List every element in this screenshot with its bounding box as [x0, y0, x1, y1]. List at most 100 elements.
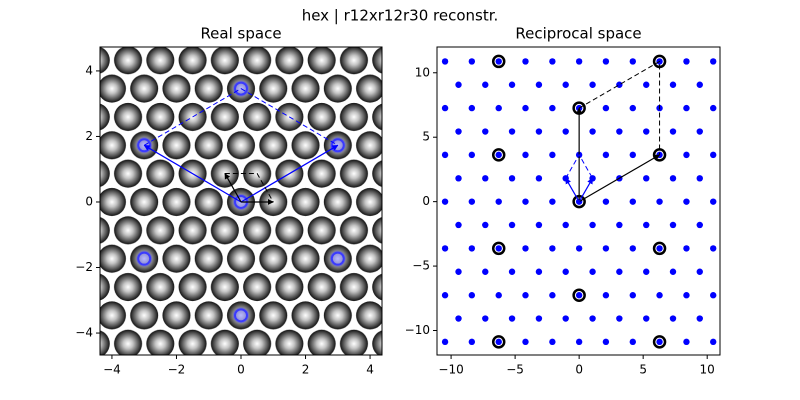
y-tick-label: 2: [85, 129, 93, 143]
reciprocal-point: [495, 104, 502, 112]
reciprocal-point: [495, 292, 502, 299]
reciprocal-point: [575, 338, 583, 346]
y-tick-label: 0: [422, 194, 430, 208]
x-tick-label: 0: [237, 363, 245, 377]
reciprocal-point: [643, 175, 650, 182]
reciprocal-point: [482, 128, 489, 135]
reciprocal-point: [562, 221, 569, 229]
reciprocal-point: [656, 245, 663, 252]
substrate-point: [652, 335, 667, 349]
reciprocal-point: [535, 268, 543, 275]
reciprocal-point: [549, 245, 556, 252]
reciprocal-point: [602, 245, 610, 252]
reciprocal-point: [441, 104, 449, 112]
reciprocal-point: [522, 104, 529, 112]
reciprocal-point: [455, 315, 462, 322]
reciprocal-point: [535, 221, 543, 229]
reciprocal-point: [508, 175, 516, 182]
reciprocal-point: [441, 151, 449, 159]
reciprocal-point: [643, 268, 650, 275]
reciprocal-point: [710, 292, 717, 299]
reciprocal-point: [468, 245, 476, 252]
reciprocal-point: [522, 292, 529, 299]
reciprocal-point: [629, 198, 636, 205]
reciprocal-point: [508, 315, 516, 322]
reciprocal-point: [455, 81, 462, 88]
reciprocal-point: [441, 245, 449, 252]
reciprocal-point: [482, 175, 489, 182]
reciprocal-point: [616, 268, 623, 275]
reciprocal-point: [696, 81, 703, 88]
reciprocal-point: [683, 198, 690, 205]
reciprocal-point: [629, 104, 636, 112]
x-tick-label: −2: [168, 363, 186, 377]
substrate-point: [491, 335, 506, 349]
reciprocal-point: [482, 81, 489, 88]
reciprocal-point: [683, 151, 690, 159]
y-tick-label: 10: [415, 65, 430, 79]
reciprocal-point: [455, 128, 462, 135]
reciprocal-point: [669, 81, 677, 88]
reciprocal-point: [468, 292, 476, 299]
reciprocal-point: [562, 128, 569, 135]
y-tick-label: 4: [85, 63, 93, 77]
y-tick-label: 0: [85, 194, 93, 208]
reciprocal-point: [669, 221, 677, 229]
reciprocal-point: [495, 198, 502, 205]
reciprocal-point: [549, 292, 556, 299]
reciprocal-point: [455, 268, 462, 275]
reciprocal-point: [696, 128, 703, 135]
vector-dashed: [143, 88, 339, 146]
highlight-atom: [330, 251, 345, 266]
reciprocal-point: [522, 198, 529, 205]
reciprocal-point: [495, 58, 502, 65]
substrate-point: [572, 288, 586, 302]
vector-arrow: [143, 144, 242, 203]
vector-dashed: [224, 172, 274, 203]
vector-arrow: [565, 177, 580, 202]
substrate-point: [652, 241, 667, 256]
reciprocal-point: [522, 58, 529, 65]
y-tick-label: 5: [422, 130, 430, 144]
reciprocal-point: [669, 315, 677, 322]
reciprocal-point: [535, 128, 543, 135]
vector-arrow: [578, 154, 661, 203]
y-tick-label: −2: [75, 260, 93, 274]
reciprocal-point: [589, 128, 596, 135]
x-tick-label: 2: [302, 363, 310, 377]
reciprocal-point: [575, 292, 583, 299]
vector-arrow: [240, 144, 339, 203]
x-tick-label: −4: [103, 363, 121, 377]
reciprocal-point: [562, 268, 569, 275]
reciprocal-point: [562, 81, 569, 88]
reciprocal-point: [455, 175, 462, 182]
axes-frame: [99, 46, 383, 356]
reciprocal-point: [535, 175, 543, 182]
reciprocal-point: [535, 81, 543, 88]
reciprocal-point: [575, 245, 583, 252]
reciprocal-point: [508, 128, 516, 135]
reciprocal-point: [616, 315, 623, 322]
figure-title: hex | r12xr12r30 reconstr.: [302, 7, 499, 25]
reciprocal-point: [549, 198, 556, 205]
reciprocal-point: [468, 58, 476, 65]
substrate-point: [491, 54, 506, 69]
reciprocal-point: [643, 128, 650, 135]
reciprocal-point: [696, 221, 703, 229]
reciprocal-point: [669, 128, 677, 135]
reciprocal-point: [710, 245, 717, 252]
reciprocal-point: [656, 292, 663, 299]
reciprocal-point: [468, 198, 476, 205]
reciprocal-point: [535, 315, 543, 322]
reciprocal-point: [629, 151, 636, 159]
reciprocal-point: [602, 58, 610, 65]
reciprocal-point: [629, 338, 636, 346]
x-tick-label: 0: [575, 363, 583, 377]
reciprocal-point: [643, 81, 650, 88]
reciprocal-point: [455, 221, 462, 229]
substrate-point: [491, 241, 506, 256]
y-tick-label: −4: [75, 326, 93, 340]
reciprocal-point: [683, 58, 690, 65]
x-tick-label: −5: [506, 363, 524, 377]
